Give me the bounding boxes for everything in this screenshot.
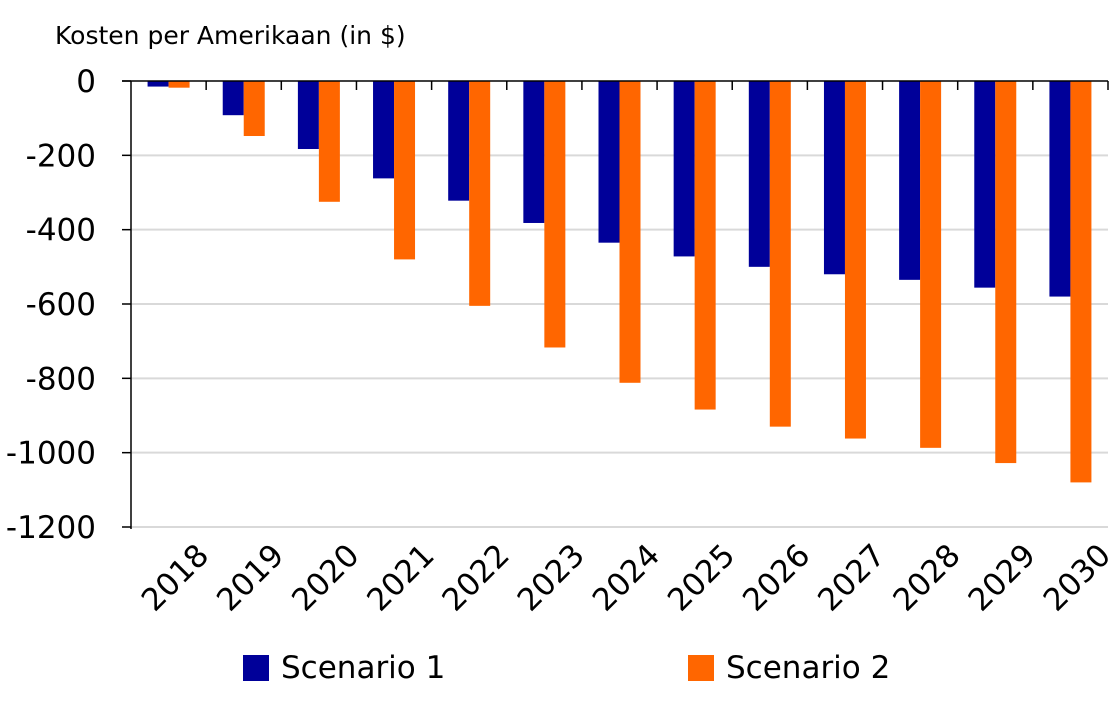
y-tick-label-5: -1000 xyxy=(6,436,96,472)
bar-scenario-2-2020 xyxy=(318,81,340,202)
y-tick-label-1: -200 xyxy=(26,138,96,174)
legend-swatch-scenario-1 xyxy=(243,655,269,681)
bar-scenario-1-2029 xyxy=(974,81,996,288)
bar-scenario-1-2023 xyxy=(523,81,545,223)
bar-scenario-1-2021 xyxy=(373,81,395,179)
bar-scenario-1-2018 xyxy=(147,81,169,87)
legend-swatch-scenario-2 xyxy=(688,655,714,681)
bar-chart: Kosten per Amerikaan (in $) 0 -200 -400 -60… xyxy=(6,21,1111,619)
bars xyxy=(147,81,1092,483)
bar-scenario-1-2027 xyxy=(823,81,845,275)
bar-scenario-2-2021 xyxy=(394,81,416,260)
axes xyxy=(122,80,1109,529)
x-tick-label-2020: 2020 xyxy=(285,537,366,618)
x-tick-label-2022: 2022 xyxy=(435,537,516,618)
bar-scenario-2-2023 xyxy=(544,81,566,348)
bar-scenario-1-2024 xyxy=(598,81,620,243)
bar-scenario-2-2029 xyxy=(995,81,1017,464)
x-tick-label-2023: 2023 xyxy=(511,537,592,618)
x-tick-label-2028: 2028 xyxy=(886,537,967,618)
bar-scenario-2-2026 xyxy=(769,81,791,427)
x-tick-label-2027: 2027 xyxy=(811,537,892,618)
bar-scenario-2-2028 xyxy=(920,81,942,448)
x-tick-label-2030: 2030 xyxy=(1037,537,1111,618)
bar-scenario-1-2020 xyxy=(297,81,319,150)
x-tick-label-2029: 2029 xyxy=(962,537,1043,618)
legend-label-scenario-2: Scenario 2 xyxy=(726,650,891,686)
legend: Scenario 1 Scenario 2 xyxy=(0,650,1111,700)
y-tick-label-3: -600 xyxy=(26,287,96,323)
y-tick-label-0: 0 xyxy=(76,64,96,100)
y-tick-label-4: -800 xyxy=(26,361,96,397)
y-tick-label-2: -400 xyxy=(26,213,96,249)
bar-scenario-2-2030 xyxy=(1070,81,1092,483)
bar-scenario-2-2027 xyxy=(844,81,866,439)
x-tick-label-2026: 2026 xyxy=(736,537,817,618)
legend-label-scenario-1: Scenario 1 xyxy=(281,650,446,686)
x-tick-label-2025: 2025 xyxy=(661,537,742,618)
x-tick-label-2024: 2024 xyxy=(586,537,667,618)
x-tick-label-2019: 2019 xyxy=(210,537,291,618)
x-tick-labels: 2018201920202021202220232024202520262027… xyxy=(135,537,1111,618)
y-tick-labels: 0 -200 -400 -600 -800 -1000 -1200 xyxy=(6,64,96,546)
y-tick-label-6: -1200 xyxy=(6,510,96,546)
bar-scenario-2-2022 xyxy=(469,81,491,306)
chart-title: Kosten per Amerikaan (in $) xyxy=(55,21,406,50)
bar-scenario-1-2019 xyxy=(222,81,244,116)
bar-scenario-1-2022 xyxy=(448,81,470,201)
x-tick-label-2018: 2018 xyxy=(135,537,216,618)
bar-scenario-1-2028 xyxy=(899,81,921,280)
bar-scenario-2-2025 xyxy=(694,81,716,410)
bar-scenario-1-2025 xyxy=(673,81,695,257)
bar-scenario-1-2026 xyxy=(748,81,770,267)
x-tick-label-2021: 2021 xyxy=(360,537,441,618)
legend-item-scenario-1: Scenario 1 xyxy=(243,650,445,686)
bar-scenario-2-2019 xyxy=(243,81,265,137)
bar-scenario-2-2024 xyxy=(619,81,641,383)
legend-item-scenario-2: Scenario 2 xyxy=(688,650,890,686)
bar-scenario-1-2030 xyxy=(1049,81,1071,297)
bar-scenario-2-2018 xyxy=(168,81,190,88)
